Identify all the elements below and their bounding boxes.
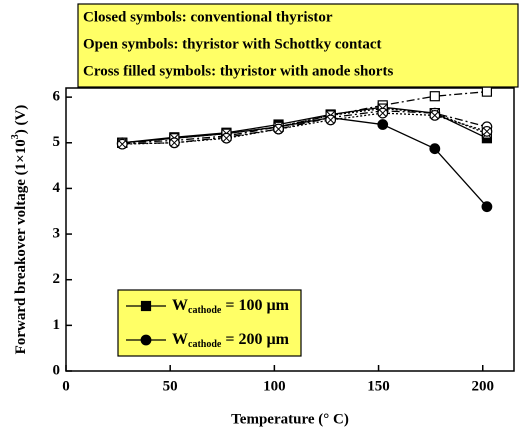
marker <box>273 123 284 135</box>
legend-label: Wcathode = 100 µm <box>172 297 290 317</box>
y-tick-label: 1 <box>53 317 61 333</box>
marker-cross <box>326 116 335 124</box>
marker-square <box>429 91 440 102</box>
marker <box>481 125 493 137</box>
annotation-box <box>77 3 519 88</box>
series-line <box>122 117 488 208</box>
y-tick-label: 6 <box>53 89 61 105</box>
legend-subscript: cathode <box>188 305 222 316</box>
marker-cross <box>431 111 439 120</box>
annotation: Closed symbols: conventional thyristor <box>83 9 333 25</box>
marker-circle <box>140 334 152 346</box>
marker <box>221 132 232 144</box>
legend-text: = 200 µm <box>221 331 289 348</box>
x-tick-label: 100 <box>263 378 286 394</box>
marker-circle <box>429 143 441 155</box>
plot-frame <box>65 87 515 372</box>
series-line <box>122 91 487 144</box>
legend-label: Wcathode = 200 µm <box>172 331 290 351</box>
legend-symbol: W <box>172 297 188 314</box>
marker <box>140 334 152 346</box>
marker <box>377 119 389 130</box>
annotation: Open symbols: thyristor with Schottky co… <box>83 36 381 52</box>
marker-square <box>481 86 493 97</box>
marker <box>140 300 152 312</box>
marker <box>377 107 389 119</box>
x-tick-label: 50 <box>163 378 178 394</box>
y-tick-label: 2 <box>53 271 61 287</box>
annotation: Cross filled symbols: thyristor with ano… <box>83 63 393 79</box>
marker-cross <box>483 127 491 136</box>
marker-cross <box>274 125 283 133</box>
x-tick-label: 150 <box>367 378 390 394</box>
series-line <box>122 107 488 144</box>
marker <box>481 201 493 213</box>
marker-cross <box>170 139 179 147</box>
marker <box>429 143 441 155</box>
marker <box>481 86 493 97</box>
marker <box>168 137 180 149</box>
y-tick-label: 4 <box>53 180 61 196</box>
series-line <box>122 112 488 145</box>
x-tick-label: 0 <box>62 378 70 394</box>
marker-circle <box>481 201 493 213</box>
marker <box>325 114 337 126</box>
marker <box>429 91 440 102</box>
legend-subscript: cathode <box>188 339 222 350</box>
marker <box>429 109 441 121</box>
marker-cross <box>222 134 231 142</box>
y-tick-label: 5 <box>53 134 61 150</box>
marker <box>116 138 128 150</box>
y-tick-label: 0 <box>53 362 61 378</box>
y-tick-label: 3 <box>53 226 61 242</box>
x-axis-label: Temperature (° C) <box>231 411 349 427</box>
y-axis-label-rest: ) (V) <box>13 105 29 135</box>
y-axis-label-sup: 3 <box>10 134 21 139</box>
x-tick-label: 200 <box>471 378 494 394</box>
legend-text: = 100 µm <box>221 297 289 314</box>
marker-square <box>140 300 152 312</box>
legend-symbol: W <box>172 331 188 348</box>
marker-cross <box>118 140 127 148</box>
marker-circle <box>377 119 389 130</box>
y-axis-label: Forward breakover voltage (1×103) (V) <box>10 105 29 355</box>
marker-cross <box>378 109 387 117</box>
y-axis-label-main: Forward breakover voltage (1×10 <box>13 139 29 354</box>
